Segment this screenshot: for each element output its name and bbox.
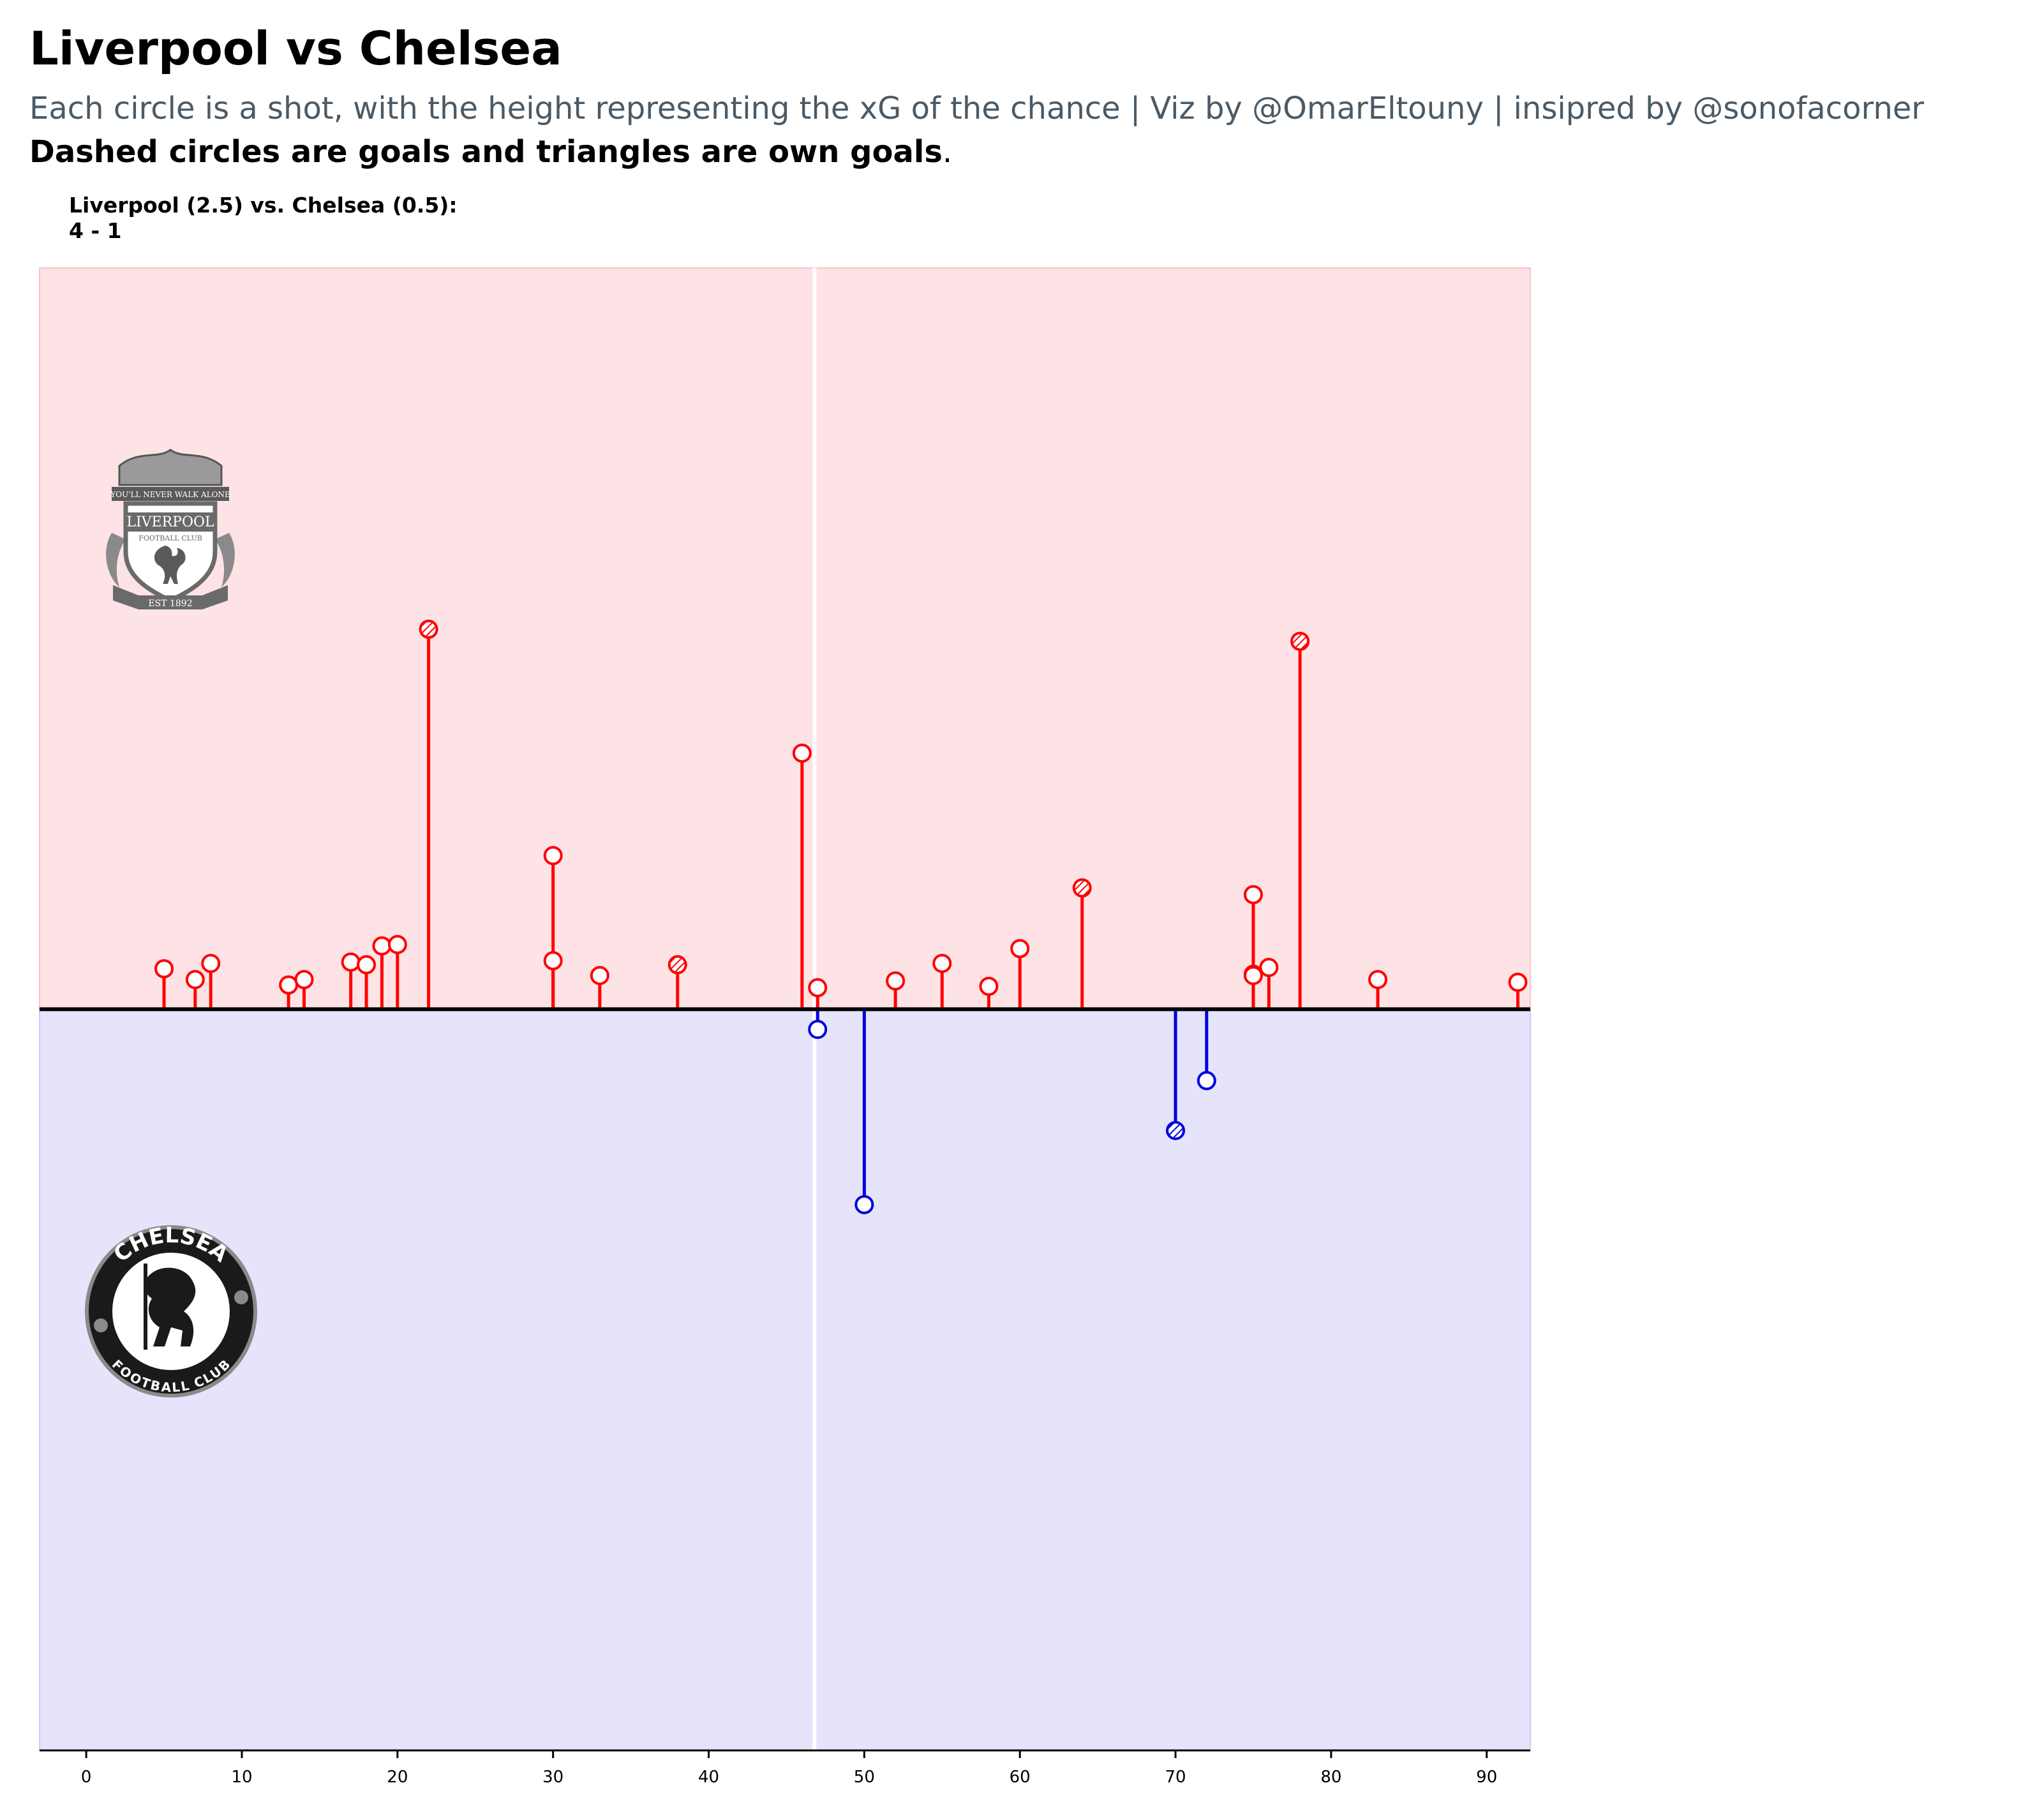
home-shot-marker-11 (543, 951, 563, 971)
home-shot-marker-10 (543, 846, 563, 865)
crest-name-text: LIVERPOOL (126, 514, 214, 530)
home-shot-marker-23 (1243, 966, 1263, 985)
x-tick-label-40: 40 (698, 1768, 719, 1787)
home-shot-marker-19 (1010, 939, 1030, 958)
home-shot-marker-3 (279, 975, 299, 995)
x-tick-label-90: 90 (1476, 1768, 1497, 1787)
x-tick-label-80: 80 (1320, 1768, 1341, 1787)
away-goal-marker-2 (1166, 1121, 1186, 1140)
home-shot-marker-24 (1259, 958, 1279, 978)
home-goal-marker-13 (668, 955, 687, 974)
rose-icon-left (94, 1318, 108, 1332)
home-shot-marker-2 (201, 953, 221, 973)
home-shot-marker-6 (357, 955, 377, 974)
home-shot-marker-0 (154, 959, 174, 979)
chart-title: Liverpool vs Chelsea (29, 22, 562, 75)
x-tick-label-50: 50 (854, 1768, 875, 1787)
crest-motto-banner (112, 487, 229, 501)
crest-est-banner (113, 585, 228, 609)
rose-icon-right (234, 1290, 248, 1304)
home-shot-marker-27 (1508, 973, 1528, 992)
home-shot-marker-21 (1243, 884, 1263, 904)
chelsea-crest: CHELSEA FOOTBALL CLUB (85, 1223, 257, 1398)
x-tick-label-30: 30 (542, 1768, 563, 1787)
home-shot-marker-4 (294, 970, 314, 990)
lion-icon (144, 1267, 196, 1346)
note-end-text: . (942, 134, 953, 170)
away-shot-marker-0 (808, 1020, 828, 1040)
home-shot-marker-18 (979, 976, 999, 996)
home-shot-marker-14 (792, 743, 812, 763)
score-summary: Liverpool (2.5) vs. Chelsea (0.5): 4 - 1 (69, 193, 458, 244)
crest-gate (118, 449, 223, 486)
crest-sub-text: FOOTBALL CLUB (138, 534, 202, 542)
home-shot-marker-8 (387, 935, 407, 955)
crest-flame-left (106, 533, 126, 587)
home-goal-marker-25 (1290, 631, 1310, 651)
liverpool-crest: YOU'LL NEVER WALK ALONE LIVERPOOL FOOTBA… (106, 449, 235, 609)
home-goal-marker-9 (419, 619, 438, 639)
home-shot-marker-12 (590, 966, 609, 985)
x-tick-label-70: 70 (1165, 1768, 1186, 1787)
home-shot-marker-26 (1368, 970, 1388, 990)
away-half-background (39, 1008, 1531, 1751)
note-bold-text: Dashed circles are goals and triangles a… (29, 134, 943, 170)
crest-flame-right (215, 533, 235, 587)
score-line-goals: 4 - 1 (69, 218, 122, 243)
x-tick-label-0: 0 (81, 1768, 92, 1787)
home-shot-marker-7 (372, 936, 392, 956)
crest-est-text: EST 1892 (148, 599, 192, 609)
liverbird-icon (154, 546, 186, 584)
home-shot-marker-5 (341, 952, 361, 972)
chart-note: Dashed circles are goals and triangles a… (29, 134, 952, 170)
crest-name-banner (126, 512, 215, 532)
score-line-xg: Liverpool (2.5) vs. Chelsea (0.5): (69, 193, 458, 218)
x-tick-label-10: 10 (231, 1768, 252, 1787)
x-tick-label-20: 20 (387, 1768, 408, 1787)
home-half-background (39, 267, 1531, 1010)
away-shot-marker-3 (1197, 1071, 1216, 1091)
home-shot-marker-16 (886, 971, 906, 991)
x-tick-label-60: 60 (1010, 1768, 1031, 1787)
chart-subtitle: Each circle is a shot, with the height r… (29, 91, 1925, 126)
home-goal-marker-20 (1072, 878, 1092, 898)
home-shot-marker-17 (932, 953, 952, 973)
home-shot-marker-15 (808, 978, 828, 997)
away-shot-marker-1 (854, 1195, 874, 1214)
home-shot-marker-1 (185, 970, 205, 990)
crest-motto-text: YOU'LL NEVER WALK ALONE (110, 490, 230, 499)
